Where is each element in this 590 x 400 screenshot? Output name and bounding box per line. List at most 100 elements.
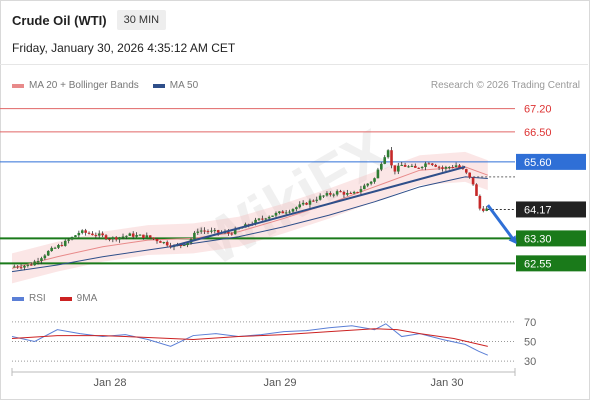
- candle-body: [125, 235, 128, 237]
- candle-body: [414, 165, 417, 168]
- candle-body: [444, 167, 448, 169]
- candle-body: [322, 195, 325, 197]
- level-tag-63-30: [516, 230, 586, 247]
- candle-body: [410, 165, 414, 167]
- candle-body: [91, 233, 94, 236]
- candle-body: [284, 212, 288, 214]
- rsi-level-label-50: 50: [524, 336, 536, 348]
- price-legend: MA 20 + Bollinger Bands MA 50: [12, 80, 212, 91]
- candle-body: [363, 185, 366, 190]
- candle-body: [216, 230, 220, 233]
- level-tag-65-60: [516, 153, 586, 170]
- candle-body: [335, 191, 339, 195]
- candle-body: [213, 230, 217, 232]
- candles-group: [12, 147, 488, 271]
- candle-body: [179, 245, 183, 247]
- candle-body: [274, 213, 278, 216]
- forecast-arrow-head: [508, 235, 517, 245]
- candle-body: [43, 255, 47, 259]
- level-label-66-50: 66.50: [524, 127, 552, 139]
- candle-body: [478, 195, 482, 209]
- candle-body: [264, 218, 268, 220]
- x-tick-label: Jan 28: [93, 377, 126, 389]
- chart-datetime: Friday, January 30, 2026 4:35:12 AM CET: [12, 41, 236, 55]
- candle-body: [186, 242, 189, 246]
- candle-body: [386, 150, 390, 158]
- candle-body: [359, 189, 363, 193]
- candle-body: [227, 232, 230, 234]
- level-label-63-30: 63.30: [524, 233, 552, 245]
- last-price-label: 64.17: [524, 204, 552, 216]
- candle-body: [400, 164, 404, 166]
- legend-item-ma20: MA 20 + Bollinger Bands: [12, 80, 139, 91]
- candle-body: [193, 232, 196, 240]
- candle-body: [203, 230, 206, 232]
- candle-body: [57, 245, 60, 248]
- ma20-swatch: [12, 83, 24, 88]
- candle-body: [138, 234, 142, 236]
- candle-body: [142, 234, 145, 238]
- candle-body: [145, 235, 149, 238]
- candle-body: [376, 169, 380, 179]
- legend-item-9ma: 9MA: [59, 293, 97, 304]
- candle-body: [111, 237, 115, 239]
- level-label-65-60: 65.60: [524, 157, 552, 169]
- candle-body: [261, 218, 264, 220]
- candle-body: [288, 211, 291, 213]
- candle-body: [325, 193, 329, 196]
- candle-body: [162, 242, 166, 244]
- candle-body: [257, 218, 261, 220]
- candle-body: [94, 235, 98, 237]
- candle-body: [210, 230, 213, 232]
- ma50-swatch: [152, 83, 165, 88]
- rsi-level-label-70: 70: [524, 317, 536, 329]
- candle-body: [148, 235, 152, 238]
- candle-body: [481, 208, 485, 211]
- candle-body: [427, 163, 431, 165]
- candle-body: [291, 209, 295, 212]
- header-divider: [0, 64, 588, 65]
- candle-body: [152, 237, 155, 239]
- candle-body: [424, 163, 427, 167]
- candle-body: [19, 267, 23, 269]
- candle-body: [281, 211, 285, 214]
- chart-header: Crude Oil (WTI) 30 MIN: [12, 10, 167, 30]
- legend-label-ma50: MA 50: [169, 80, 199, 91]
- candle-body: [437, 166, 441, 168]
- candle-body: [254, 219, 257, 225]
- level-tag-62-55: [516, 255, 586, 272]
- candle-body: [108, 238, 111, 240]
- legend-item-rsi: RSI: [12, 293, 46, 304]
- candle-body: [267, 216, 271, 219]
- candle-body: [366, 183, 370, 186]
- candle-body: [230, 233, 234, 235]
- candle-body: [390, 150, 393, 166]
- candle-body: [373, 178, 376, 182]
- legend-item-ma50: MA 50: [152, 80, 199, 91]
- candle-body: [12, 266, 16, 268]
- candle-body: [97, 233, 101, 236]
- candle-body: [114, 237, 118, 240]
- timeframe-badge[interactable]: 30 MIN: [116, 10, 167, 30]
- candle-body: [63, 240, 67, 246]
- candle-body: [199, 230, 203, 232]
- candle-body: [301, 202, 305, 205]
- candle-body: [342, 191, 346, 195]
- forecast-arrow-shaft: [486, 204, 517, 243]
- level-label-62-55: 62.55: [524, 258, 552, 270]
- candle-body: [159, 241, 162, 243]
- candle-body: [50, 247, 53, 252]
- candle-body: [128, 233, 132, 236]
- candle-body: [451, 167, 454, 169]
- candle-body: [417, 167, 421, 169]
- candle-body: [298, 204, 302, 208]
- candle-body: [315, 199, 319, 201]
- candle-body: [33, 261, 36, 266]
- candle-body: [131, 233, 135, 237]
- legend-label-rsi: RSI: [29, 293, 46, 304]
- candle-body: [403, 164, 407, 167]
- candle-body: [80, 230, 84, 233]
- candle-body: [16, 266, 19, 268]
- candle-body: [165, 242, 169, 246]
